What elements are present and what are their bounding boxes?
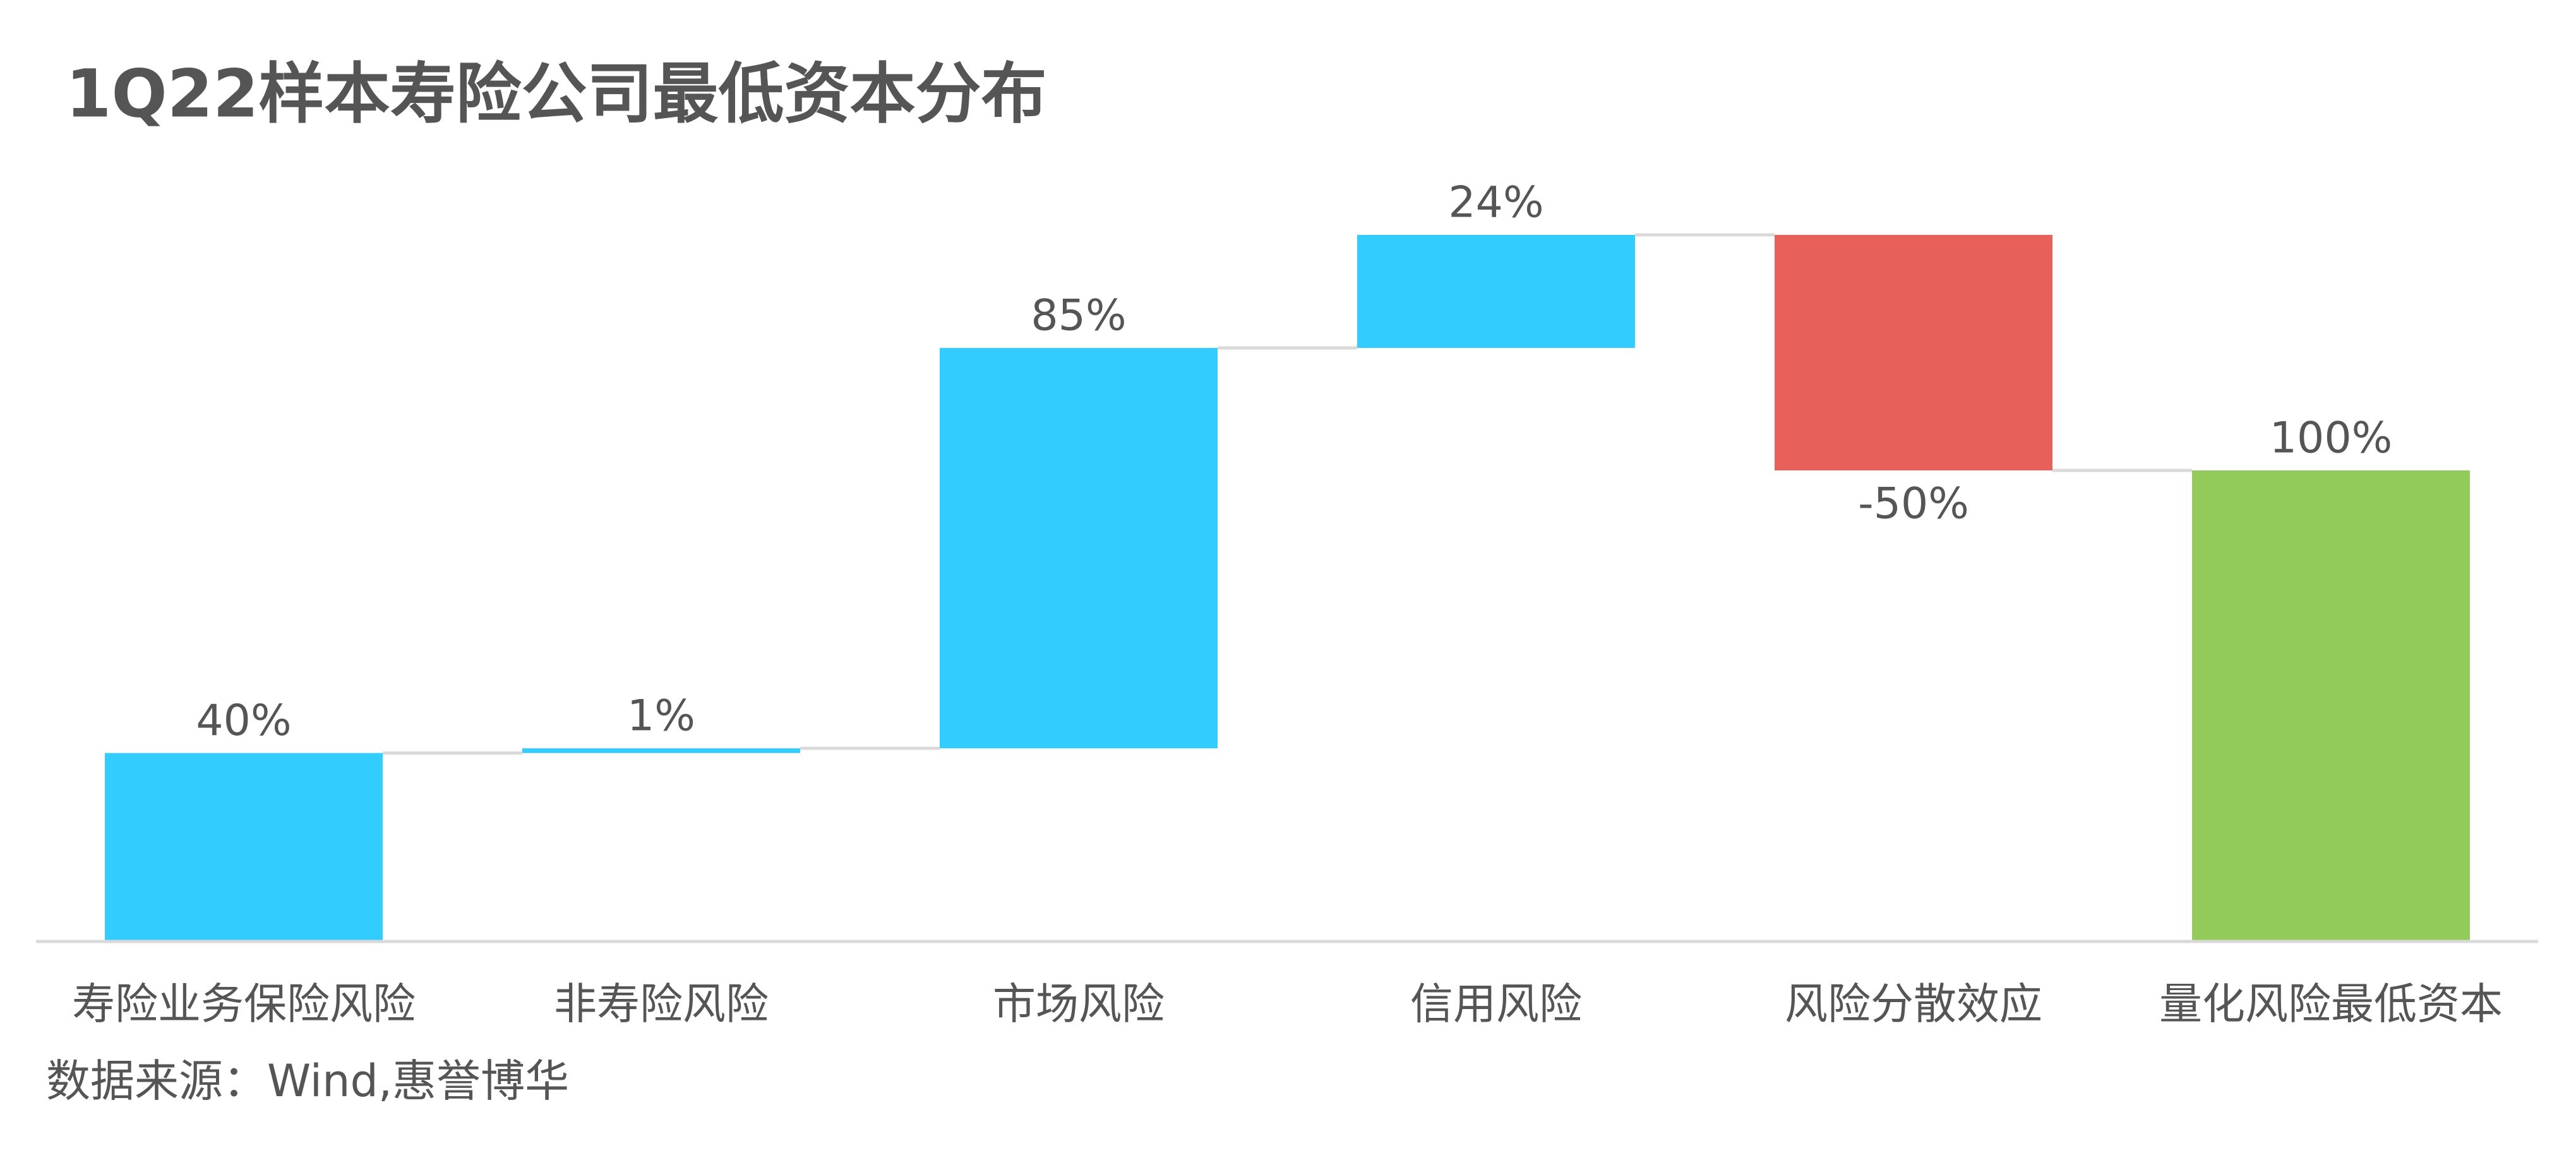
x-tick-label: 市场风险 bbox=[993, 980, 1165, 1030]
x-tick-label: 风险分散效应 bbox=[1785, 980, 2042, 1030]
bar bbox=[940, 348, 1218, 749]
bar bbox=[522, 748, 800, 753]
value-label: 100% bbox=[2270, 414, 2392, 463]
value-label: 85% bbox=[1031, 291, 1126, 341]
x-tick-label: 非寿险风险 bbox=[554, 980, 769, 1030]
value-label: 40% bbox=[196, 696, 291, 746]
bar bbox=[2192, 470, 2470, 941]
value-label: 24% bbox=[1448, 178, 1543, 228]
bar bbox=[1357, 235, 1635, 349]
source-note: 数据来源：Wind,惠誉博华 bbox=[46, 1055, 569, 1107]
x-tick-label: 量化风险最低资本 bbox=[2159, 980, 2503, 1030]
bar bbox=[1775, 235, 2052, 470]
value-label: 1% bbox=[627, 691, 695, 741]
bar bbox=[105, 753, 383, 941]
x-tick-label: 信用风险 bbox=[1410, 980, 1582, 1030]
value-label: -50% bbox=[1858, 479, 1969, 529]
x-tick-label: 寿险业务保险风险 bbox=[72, 980, 416, 1030]
chart-title: 1Q22样本寿险公司最低资本分布 bbox=[66, 55, 1047, 132]
